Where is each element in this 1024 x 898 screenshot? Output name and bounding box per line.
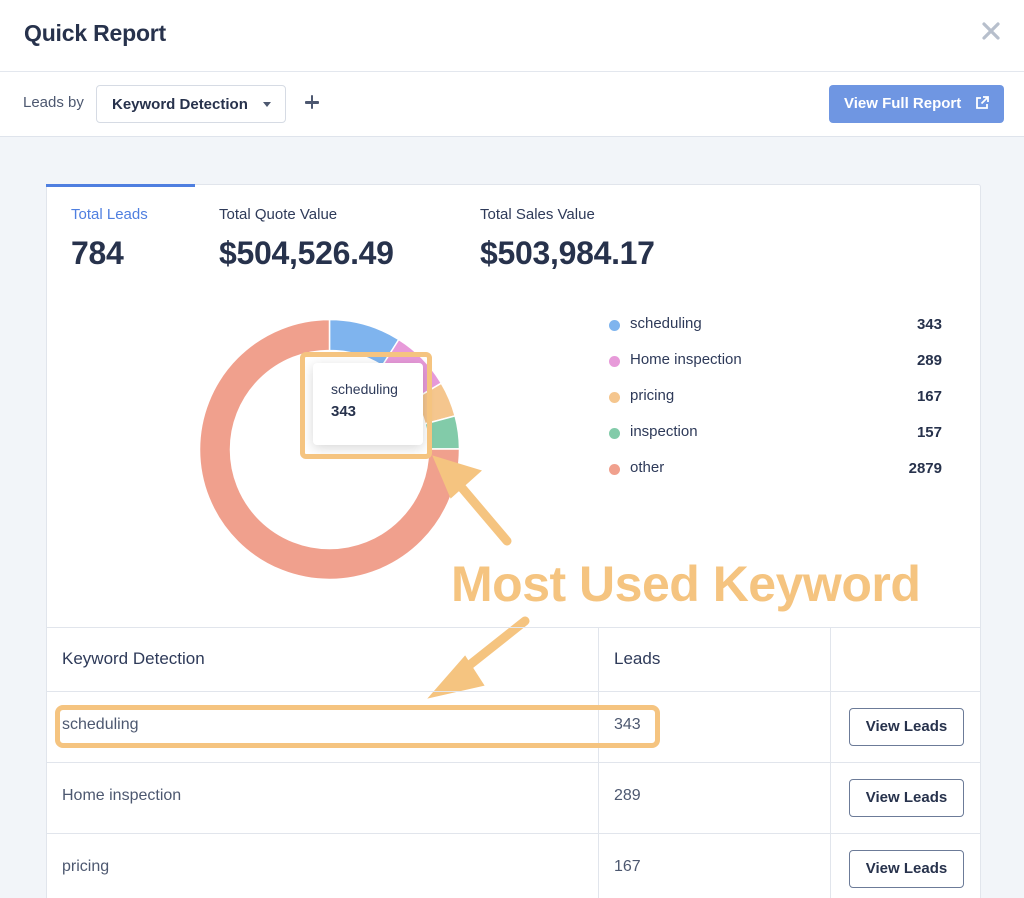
column-divider bbox=[830, 692, 831, 762]
caret-down-icon bbox=[263, 102, 271, 107]
keyword-table: Keyword Detection Leads scheduling 343 V… bbox=[47, 627, 980, 898]
active-tab-indicator bbox=[46, 184, 195, 187]
row-highlight-box bbox=[55, 705, 660, 748]
view-full-report-button[interactable]: View Full Report bbox=[829, 85, 1004, 123]
keyword-column-header[interactable]: Keyword Detection bbox=[62, 649, 205, 668]
total-quote-value: $504,526.49 bbox=[219, 235, 394, 271]
column-divider bbox=[830, 834, 831, 898]
add-filter-button[interactable] bbox=[302, 92, 322, 112]
external-link-icon bbox=[976, 96, 989, 109]
table-row: scheduling 343 View Leads bbox=[47, 691, 980, 762]
column-divider bbox=[830, 628, 831, 691]
report-toolbar: Leads by Keyword Detection View Full Rep… bbox=[0, 72, 1024, 137]
stat-total-sales-value[interactable]: Total Sales Value $503,984.17 bbox=[480, 206, 655, 272]
tooltip-value: 343 bbox=[331, 403, 357, 420]
leads-cell: 343 bbox=[614, 716, 641, 733]
legend-value: 2879 bbox=[908, 460, 942, 477]
total-leads-value: 784 bbox=[71, 235, 124, 271]
legend-dot bbox=[609, 428, 620, 439]
view-leads-button[interactable]: View Leads bbox=[849, 779, 964, 817]
legend-item-home-inspection[interactable]: Home inspection 289 bbox=[607, 351, 942, 387]
legend-dot bbox=[609, 356, 620, 367]
chart-tooltip: scheduling 343 bbox=[313, 363, 423, 445]
view-leads-button[interactable]: View Leads bbox=[849, 850, 964, 888]
keyword-cell: pricing bbox=[62, 858, 110, 875]
chart-legend: scheduling 343 Home inspection 289 prici… bbox=[607, 315, 942, 495]
total-quote-label: Total Quote Value bbox=[219, 206, 338, 223]
legend-label: scheduling bbox=[630, 315, 702, 332]
modal-header: Quick Report bbox=[0, 0, 1024, 72]
stat-total-leads[interactable]: Total Leads 784 bbox=[71, 206, 148, 272]
stat-total-quote-value[interactable]: Total Quote Value $504,526.49 bbox=[219, 206, 394, 272]
column-divider bbox=[830, 763, 831, 833]
view-full-report-label: View Full Report bbox=[844, 95, 962, 112]
most-used-keyword-callout: Most Used Keyword bbox=[451, 556, 921, 612]
column-divider bbox=[598, 763, 599, 833]
total-leads-label: Total Leads bbox=[71, 206, 148, 223]
legend-dot bbox=[609, 320, 620, 331]
legend-item-inspection[interactable]: inspection 157 bbox=[607, 423, 942, 459]
tooltip-highlight-box bbox=[300, 352, 432, 459]
table-row: Home inspection 289 View Leads bbox=[47, 762, 980, 833]
dropdown-value: Keyword Detection bbox=[112, 96, 248, 113]
keyword-cell: Home inspection bbox=[62, 787, 182, 804]
column-divider bbox=[598, 692, 599, 762]
legend-dot bbox=[609, 464, 620, 475]
view-leads-button[interactable]: View Leads bbox=[849, 708, 964, 746]
total-sales-value: $503,984.17 bbox=[480, 235, 655, 271]
legend-item-pricing[interactable]: pricing 167 bbox=[607, 387, 942, 423]
leads-by-label: Leads by bbox=[23, 94, 84, 111]
report-card: Total Leads 784 Total Quote Value $504,5… bbox=[46, 184, 981, 898]
table-row: pricing 167 View Leads bbox=[47, 833, 980, 898]
column-divider bbox=[598, 834, 599, 898]
legend-dot bbox=[609, 392, 620, 403]
donut-slice-other[interactable] bbox=[198, 318, 461, 581]
legend-label: other bbox=[630, 459, 665, 476]
page-title: Quick Report bbox=[24, 20, 167, 46]
leads-cell: 289 bbox=[614, 787, 641, 804]
leads-cell: 167 bbox=[614, 858, 641, 875]
legend-value: 167 bbox=[916, 388, 942, 405]
legend-label: Home inspection bbox=[630, 351, 742, 368]
keyword-cell: scheduling bbox=[62, 716, 139, 733]
table-header-row: Keyword Detection Leads bbox=[47, 627, 980, 691]
leads-column-header[interactable]: Leads bbox=[614, 649, 661, 668]
legend-item-scheduling[interactable]: scheduling 343 bbox=[607, 315, 942, 351]
legend-item-other[interactable]: other 2879 bbox=[607, 459, 942, 495]
legend-label: inspection bbox=[630, 423, 698, 440]
tooltip-label: scheduling bbox=[331, 381, 398, 397]
arrow-to-chart bbox=[432, 455, 512, 546]
total-sales-label: Total Sales Value bbox=[480, 206, 595, 223]
legend-value: 343 bbox=[916, 316, 942, 333]
legend-label: pricing bbox=[630, 387, 675, 404]
close-icon[interactable] bbox=[980, 20, 1002, 42]
keyword-detection-dropdown[interactable]: Keyword Detection bbox=[96, 85, 286, 123]
legend-value: 289 bbox=[916, 352, 942, 369]
annotation-arrows bbox=[427, 455, 530, 699]
column-divider bbox=[598, 628, 599, 691]
legend-value: 157 bbox=[916, 424, 942, 441]
